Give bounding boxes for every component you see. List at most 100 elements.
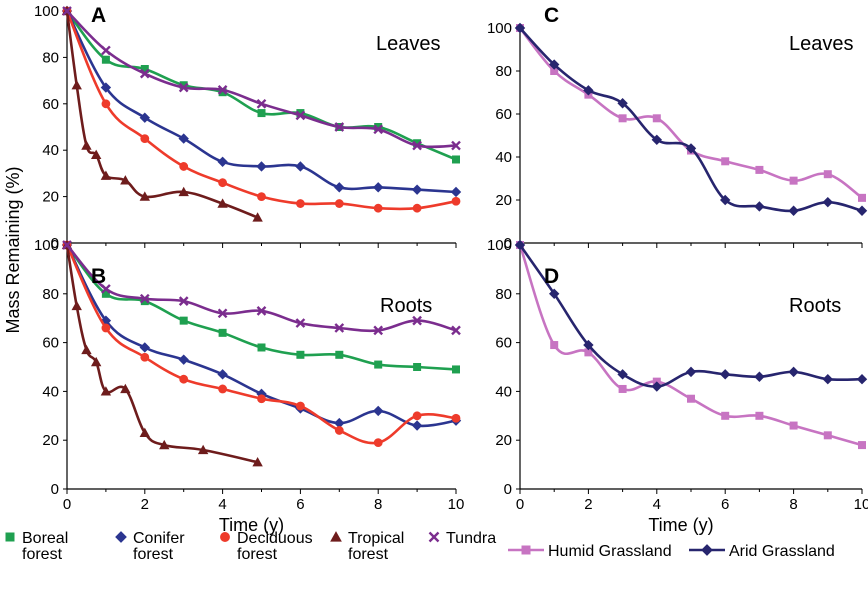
x-tick-label: 0	[516, 496, 524, 513]
series-tundra	[62, 6, 461, 151]
y-tick-label: 80	[42, 286, 59, 303]
legend-marker-tundra	[428, 531, 440, 543]
data-point-conifer	[295, 161, 306, 172]
data-point-arid	[583, 339, 594, 351]
data-point-arid	[788, 366, 799, 378]
x-tick-label: 8	[789, 496, 797, 513]
data-point-humid	[618, 114, 627, 123]
data-point-boreal	[374, 360, 383, 369]
data-point-conifer	[411, 420, 423, 431]
data-point-arid	[549, 288, 560, 299]
data-point-tropical	[100, 170, 112, 180]
data-point-tundra	[62, 6, 72, 16]
x-tick-label: 2	[141, 496, 149, 513]
data-point-deciduous	[296, 401, 305, 411]
legend-marker-tropical	[330, 531, 342, 542]
data-point-deciduous	[334, 199, 344, 208]
data-point-tropical	[120, 175, 131, 185]
data-point-tropical	[81, 140, 92, 150]
data-point-arid	[651, 134, 662, 145]
data-point-humid	[652, 114, 661, 123]
legend-item-tundra: Tundra	[428, 530, 496, 547]
data-point-arid	[720, 369, 731, 380]
data-point-tundra	[101, 45, 111, 56]
data-point-tundra	[139, 68, 150, 79]
data-point-arid	[856, 374, 868, 385]
data-point-humid	[858, 441, 866, 450]
data-point-boreal	[374, 123, 383, 131]
y-tick-label: 20	[495, 432, 512, 449]
y-tick-label: 40	[495, 383, 512, 400]
data-point-boreal	[296, 350, 305, 359]
data-point-tundra	[451, 325, 461, 336]
data-point-arid	[685, 366, 697, 378]
y-tick-label: 40	[42, 383, 59, 400]
y-tick-label: 0	[51, 235, 59, 252]
data-point-humid	[618, 384, 627, 393]
data-point-humid	[687, 394, 695, 403]
data-point-deciduous	[218, 384, 228, 394]
data-point-boreal	[218, 88, 227, 97]
data-point-arid	[754, 201, 765, 212]
data-point-tropical	[120, 383, 131, 394]
y-tick-label: 100	[34, 3, 59, 20]
data-point-humid	[789, 421, 798, 430]
panel-letter: A	[91, 4, 106, 27]
data-point-arid	[514, 239, 526, 251]
data-point-conifer	[256, 161, 267, 172]
data-point-tropical	[252, 456, 263, 467]
y-tick-label: 100	[487, 20, 512, 37]
data-point-tropical	[178, 186, 189, 197]
y-tick-label: 40	[495, 149, 512, 166]
y-tick-label: 100	[34, 237, 59, 254]
data-point-tundra	[295, 110, 306, 121]
data-point-conifer	[411, 184, 423, 195]
x-tick-label: 6	[296, 496, 304, 513]
y-tick-label: 0	[504, 481, 512, 498]
data-point-boreal	[296, 109, 305, 118]
data-point-conifer	[100, 82, 112, 93]
data-point-tundra	[373, 325, 384, 336]
data-point-tundra	[178, 82, 189, 93]
data-point-deciduous	[257, 192, 266, 202]
data-point-humid	[755, 165, 764, 174]
data-point-tundra	[101, 284, 111, 294]
legend-marker-deciduous	[220, 532, 230, 542]
y-tick-label: 80	[42, 49, 59, 66]
series-arid	[514, 239, 868, 392]
legend-label: Deciduous	[237, 530, 313, 547]
panel-annotation: Roots	[789, 295, 841, 317]
data-point-conifer	[178, 354, 189, 365]
data-point-tundra	[373, 124, 384, 135]
y-tick-label: 20	[42, 189, 59, 206]
chart-panel-c: 0 20 40 60 80 100 C Leaves	[487, 4, 868, 252]
data-point-deciduous	[140, 352, 150, 362]
data-point-tundra	[217, 308, 228, 319]
panel-letter: C	[544, 4, 559, 27]
x-tick-label: 8	[374, 496, 382, 513]
data-point-conifer	[217, 369, 228, 380]
legend-label: Tundra	[446, 530, 496, 547]
data-point-arid	[822, 374, 833, 385]
data-point-deciduous	[451, 196, 461, 206]
data-point-tropical	[71, 80, 82, 90]
data-point-humid	[550, 67, 559, 75]
data-point-conifer	[373, 405, 384, 417]
data-point-arid	[822, 196, 833, 208]
data-point-tundra	[334, 323, 345, 333]
data-point-arid	[651, 381, 662, 392]
data-point-conifer	[178, 133, 189, 144]
x-tick-label: 4	[653, 496, 661, 513]
legend-grassland-types: Humid Grassland Arid Grassland	[508, 543, 835, 560]
data-point-boreal	[179, 81, 188, 90]
data-point-boreal	[179, 316, 188, 325]
series-line-tropical	[65, 10, 259, 219]
data-point-boreal	[140, 297, 149, 306]
data-point-boreal	[413, 139, 422, 148]
legend-item-arid: Arid Grassland	[689, 543, 835, 560]
legend-label: forest	[348, 546, 389, 563]
